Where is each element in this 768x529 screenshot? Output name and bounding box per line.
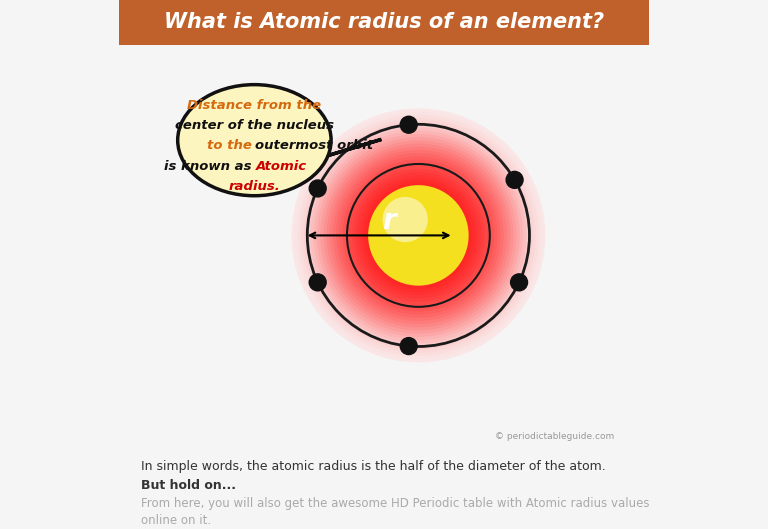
Circle shape xyxy=(301,118,536,353)
Circle shape xyxy=(329,147,507,324)
Circle shape xyxy=(368,185,468,286)
Text: r: r xyxy=(382,207,396,234)
Circle shape xyxy=(339,156,498,315)
Circle shape xyxy=(362,179,475,292)
Circle shape xyxy=(365,182,472,289)
Circle shape xyxy=(307,124,529,346)
Circle shape xyxy=(295,112,542,359)
Circle shape xyxy=(359,176,478,295)
Circle shape xyxy=(326,143,510,327)
Circle shape xyxy=(355,172,482,298)
Circle shape xyxy=(310,180,326,197)
Circle shape xyxy=(396,214,440,257)
Circle shape xyxy=(291,108,545,362)
Text: But hold on...: But hold on... xyxy=(141,479,236,492)
Bar xyxy=(120,0,648,45)
Text: to the: to the xyxy=(207,140,252,152)
Circle shape xyxy=(412,230,424,241)
Circle shape xyxy=(400,217,437,254)
Circle shape xyxy=(349,166,488,305)
Circle shape xyxy=(406,223,431,248)
Polygon shape xyxy=(277,139,382,171)
Circle shape xyxy=(378,195,459,276)
Circle shape xyxy=(368,185,468,286)
Text: © periodictableguide.com: © periodictableguide.com xyxy=(495,432,614,441)
Text: From here, you will also get the awesome HD Periodic table with Atomic radius va: From here, you will also get the awesome… xyxy=(141,497,649,510)
Text: Atomic: Atomic xyxy=(256,160,306,172)
Ellipse shape xyxy=(177,85,331,196)
Circle shape xyxy=(400,338,417,354)
Text: center of the nucleus: center of the nucleus xyxy=(175,120,334,132)
Circle shape xyxy=(415,233,421,238)
Text: What is Atomic radius of an element?: What is Atomic radius of an element? xyxy=(164,12,604,32)
Circle shape xyxy=(310,274,326,291)
Circle shape xyxy=(298,115,539,356)
Text: Distance from the: Distance from the xyxy=(187,99,322,112)
Circle shape xyxy=(381,198,456,273)
Circle shape xyxy=(384,201,453,270)
Circle shape xyxy=(390,207,446,263)
Circle shape xyxy=(387,204,450,267)
Circle shape xyxy=(320,137,517,334)
Polygon shape xyxy=(254,157,294,168)
Circle shape xyxy=(409,226,428,244)
Circle shape xyxy=(310,127,526,343)
Circle shape xyxy=(382,197,428,242)
Circle shape xyxy=(393,211,443,260)
Circle shape xyxy=(352,169,485,302)
Circle shape xyxy=(511,274,528,291)
Text: is known as: is known as xyxy=(164,160,252,172)
Circle shape xyxy=(336,153,501,318)
Circle shape xyxy=(333,150,504,321)
Circle shape xyxy=(371,188,465,282)
Text: In simple words, the atomic radius is the half of the diameter of the atom.: In simple words, the atomic radius is th… xyxy=(141,460,605,473)
Circle shape xyxy=(400,116,417,133)
Text: outermost orbit: outermost orbit xyxy=(256,140,373,152)
Circle shape xyxy=(346,162,492,308)
Circle shape xyxy=(506,171,523,188)
Circle shape xyxy=(291,108,545,362)
Circle shape xyxy=(343,159,495,312)
Text: online on it.: online on it. xyxy=(141,514,210,527)
Circle shape xyxy=(374,191,462,279)
Circle shape xyxy=(304,121,532,350)
Circle shape xyxy=(317,134,520,337)
Circle shape xyxy=(314,131,523,340)
Circle shape xyxy=(323,140,514,331)
Text: radius.: radius. xyxy=(229,180,280,193)
Circle shape xyxy=(403,220,434,251)
